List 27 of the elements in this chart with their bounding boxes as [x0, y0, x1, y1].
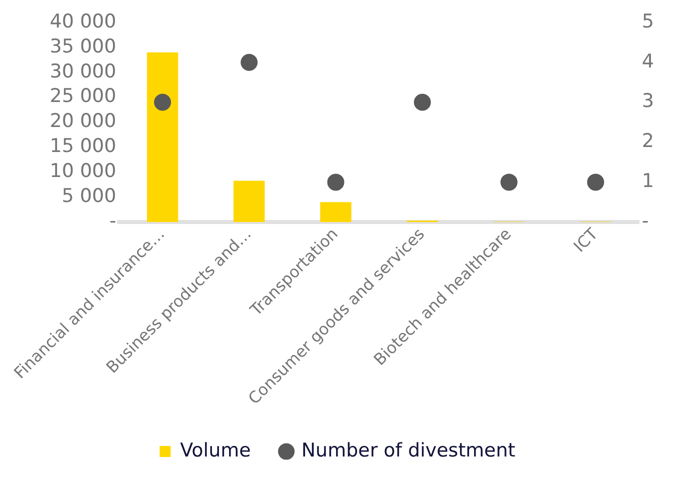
y2-tick-label: 5	[642, 10, 654, 32]
y2-tick-label: 4	[642, 50, 654, 72]
y2-tick-label: -	[642, 210, 649, 232]
bar	[234, 180, 265, 222]
y-tick-label: 35 000	[50, 35, 116, 58]
y-tick-label: 25 000	[50, 85, 116, 108]
y2-tick-label: 1	[642, 170, 654, 192]
point	[500, 174, 518, 191]
bar	[146, 52, 178, 222]
y-tick-label: 40 000	[50, 10, 116, 32]
y2-tick-label: 3	[642, 90, 654, 112]
point	[327, 174, 344, 191]
point	[587, 174, 604, 191]
legend-label: Number of divestment	[301, 439, 516, 462]
y-tick-label: 5 000	[62, 185, 116, 208]
y-tick-label: 20 000	[50, 110, 116, 132]
point	[414, 94, 431, 111]
bar	[320, 202, 352, 222]
point	[240, 54, 258, 71]
y-tick-label: 15 000	[50, 135, 116, 158]
point	[154, 94, 172, 111]
legend-label: Volume	[180, 439, 251, 462]
y2-tick-label: 2	[642, 130, 654, 152]
y-tick-label: -	[109, 210, 116, 232]
x-tick-label: ICT	[570, 224, 602, 256]
y-tick-label: 10 000	[50, 160, 116, 182]
y-tick-label: 30 000	[50, 60, 116, 82]
